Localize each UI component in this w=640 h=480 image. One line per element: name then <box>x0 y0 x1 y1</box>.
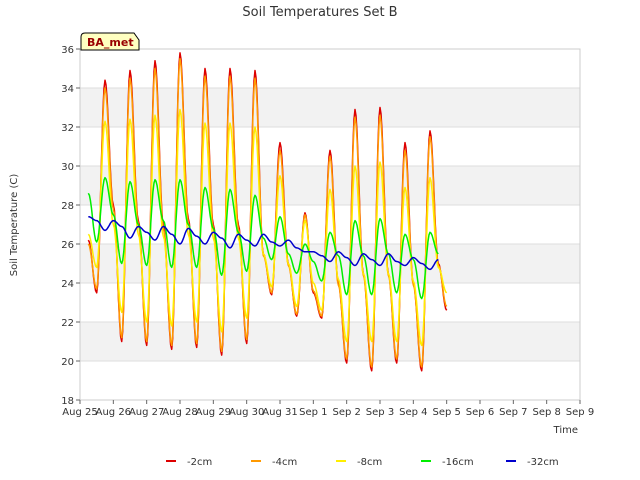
y-axis-ticks: 18 20 22 24 26 28 30 32 34 36 <box>61 45 80 407</box>
x-tick-label: Aug 26 <box>96 407 131 418</box>
plot-background-bands <box>80 49 580 400</box>
series-lines <box>87 52 448 372</box>
station-badge-shape <box>80 32 140 51</box>
plot-band <box>80 322 580 361</box>
x-tick-label: Aug 27 <box>129 407 164 418</box>
y-tick-label: 28 <box>61 201 74 212</box>
y-tick-label: 18 <box>61 396 74 407</box>
x-tick-label: Sep 6 <box>466 407 494 418</box>
legend-label-2: -8cm <box>357 457 382 468</box>
x-tick-label: Sep 8 <box>532 407 560 418</box>
x-tick-label: Sep 9 <box>566 407 594 418</box>
legend-label-3: -16cm <box>442 457 474 468</box>
x-tick-label: Aug 28 <box>162 407 197 418</box>
x-tick-label: Aug 31 <box>262 407 297 418</box>
series-line-3 <box>87 176 439 300</box>
series-line-2 <box>87 108 448 347</box>
legend-label-1: -4cm <box>272 457 297 468</box>
plot-band <box>80 283 580 322</box>
plot-band <box>80 166 580 205</box>
plot-band <box>80 244 580 283</box>
y-tick-label: 26 <box>61 240 74 251</box>
y-tick-label: 34 <box>61 84 74 95</box>
x-tick-label: Sep 4 <box>399 407 427 418</box>
x-tick-label: Sep 3 <box>366 407 394 418</box>
chart-title: Soil Temperatures Set B <box>242 5 397 20</box>
x-axis-label: Time <box>553 425 578 436</box>
legend: -2cm -4cm -8cm -16cm -32cm <box>166 457 559 468</box>
y-tick-label: 32 <box>61 123 74 134</box>
x-tick-label: Sep 5 <box>432 407 460 418</box>
y-tick-label: 36 <box>61 45 74 56</box>
station-badge: BA_met <box>80 32 140 51</box>
y-tick-label: 30 <box>61 162 74 173</box>
y-tick-label: 20 <box>61 357 74 368</box>
y-tick-label: 22 <box>61 318 74 329</box>
plot-band <box>80 88 580 127</box>
y-tick-label: 24 <box>61 279 74 290</box>
y-axis-label: Soil Temperature (C) <box>9 174 20 277</box>
legend-label-0: -2cm <box>187 457 212 468</box>
x-tick-label: Sep 7 <box>499 407 527 418</box>
station-badge-label: BA_met <box>87 36 134 49</box>
plot-band <box>80 361 580 400</box>
plot-frame <box>79 48 581 401</box>
legend-label-4: -32cm <box>527 457 559 468</box>
x-tick-label: Aug 29 <box>196 407 231 418</box>
x-tick-label: Aug 30 <box>229 407 264 418</box>
x-tick-label: Aug 25 <box>62 407 97 418</box>
series-line-4 <box>88 215 439 271</box>
plot-band <box>80 49 580 88</box>
x-tick-label: Sep 1 <box>299 407 327 418</box>
x-tick-label: Sep 2 <box>332 407 360 418</box>
plot-band <box>80 205 580 244</box>
